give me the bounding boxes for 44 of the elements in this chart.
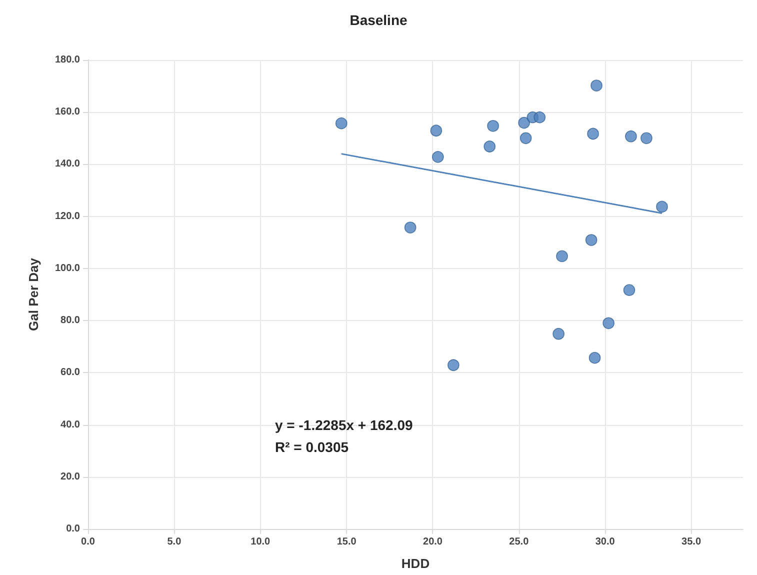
point: [588, 352, 601, 364]
x-tick-label: 5.0: [167, 536, 182, 548]
x-tick-label: 20.0: [423, 536, 443, 548]
point: [625, 130, 637, 142]
annotation: y = -1.2285x + 162.09: [275, 417, 413, 433]
y-tick-label: 0.0: [66, 524, 80, 534]
x-tick-label: 0.0: [81, 536, 96, 548]
point: [640, 132, 652, 144]
x-tick-label: 10.0: [250, 536, 271, 548]
point: [487, 120, 499, 132]
point: [335, 117, 348, 130]
y-tick-label: 100.0: [54, 262, 80, 274]
y-tick-label: 180.0: [54, 54, 80, 66]
y-tick-label: 60.0: [60, 367, 80, 378]
x-tick-label: 35.0: [682, 536, 702, 548]
annotation: R² = 0.0305: [274, 439, 349, 455]
x-tick-label: 30.0: [595, 536, 616, 548]
point: [585, 234, 598, 246]
point: [520, 132, 532, 144]
y-tick-label: 20.0: [60, 471, 80, 482]
x-axis-title: HDD: [401, 556, 430, 571]
point: [590, 80, 602, 92]
point: [448, 359, 460, 372]
point: [534, 111, 546, 124]
point: [556, 250, 568, 262]
point: [552, 328, 564, 340]
point: [518, 116, 530, 129]
point: [432, 151, 444, 163]
y-tick-label: 40.0: [60, 419, 80, 430]
y-tick-label: 160.0: [54, 106, 80, 118]
point: [404, 222, 416, 234]
point: [587, 128, 599, 140]
x-tick-label: 15.0: [336, 536, 357, 548]
y-axis-title: Gal Per Day: [26, 257, 41, 331]
y-tick-label: 140.0: [54, 158, 80, 170]
x-tick-label: 25.0: [509, 536, 530, 548]
point: [430, 124, 442, 137]
point: [623, 284, 636, 296]
point: [484, 140, 496, 152]
y-tick-label: 80.0: [60, 315, 80, 326]
chart-title: Baseline: [350, 12, 408, 28]
y-tick-label: 120.0: [54, 210, 80, 222]
point: [656, 200, 668, 213]
point: [602, 317, 614, 330]
